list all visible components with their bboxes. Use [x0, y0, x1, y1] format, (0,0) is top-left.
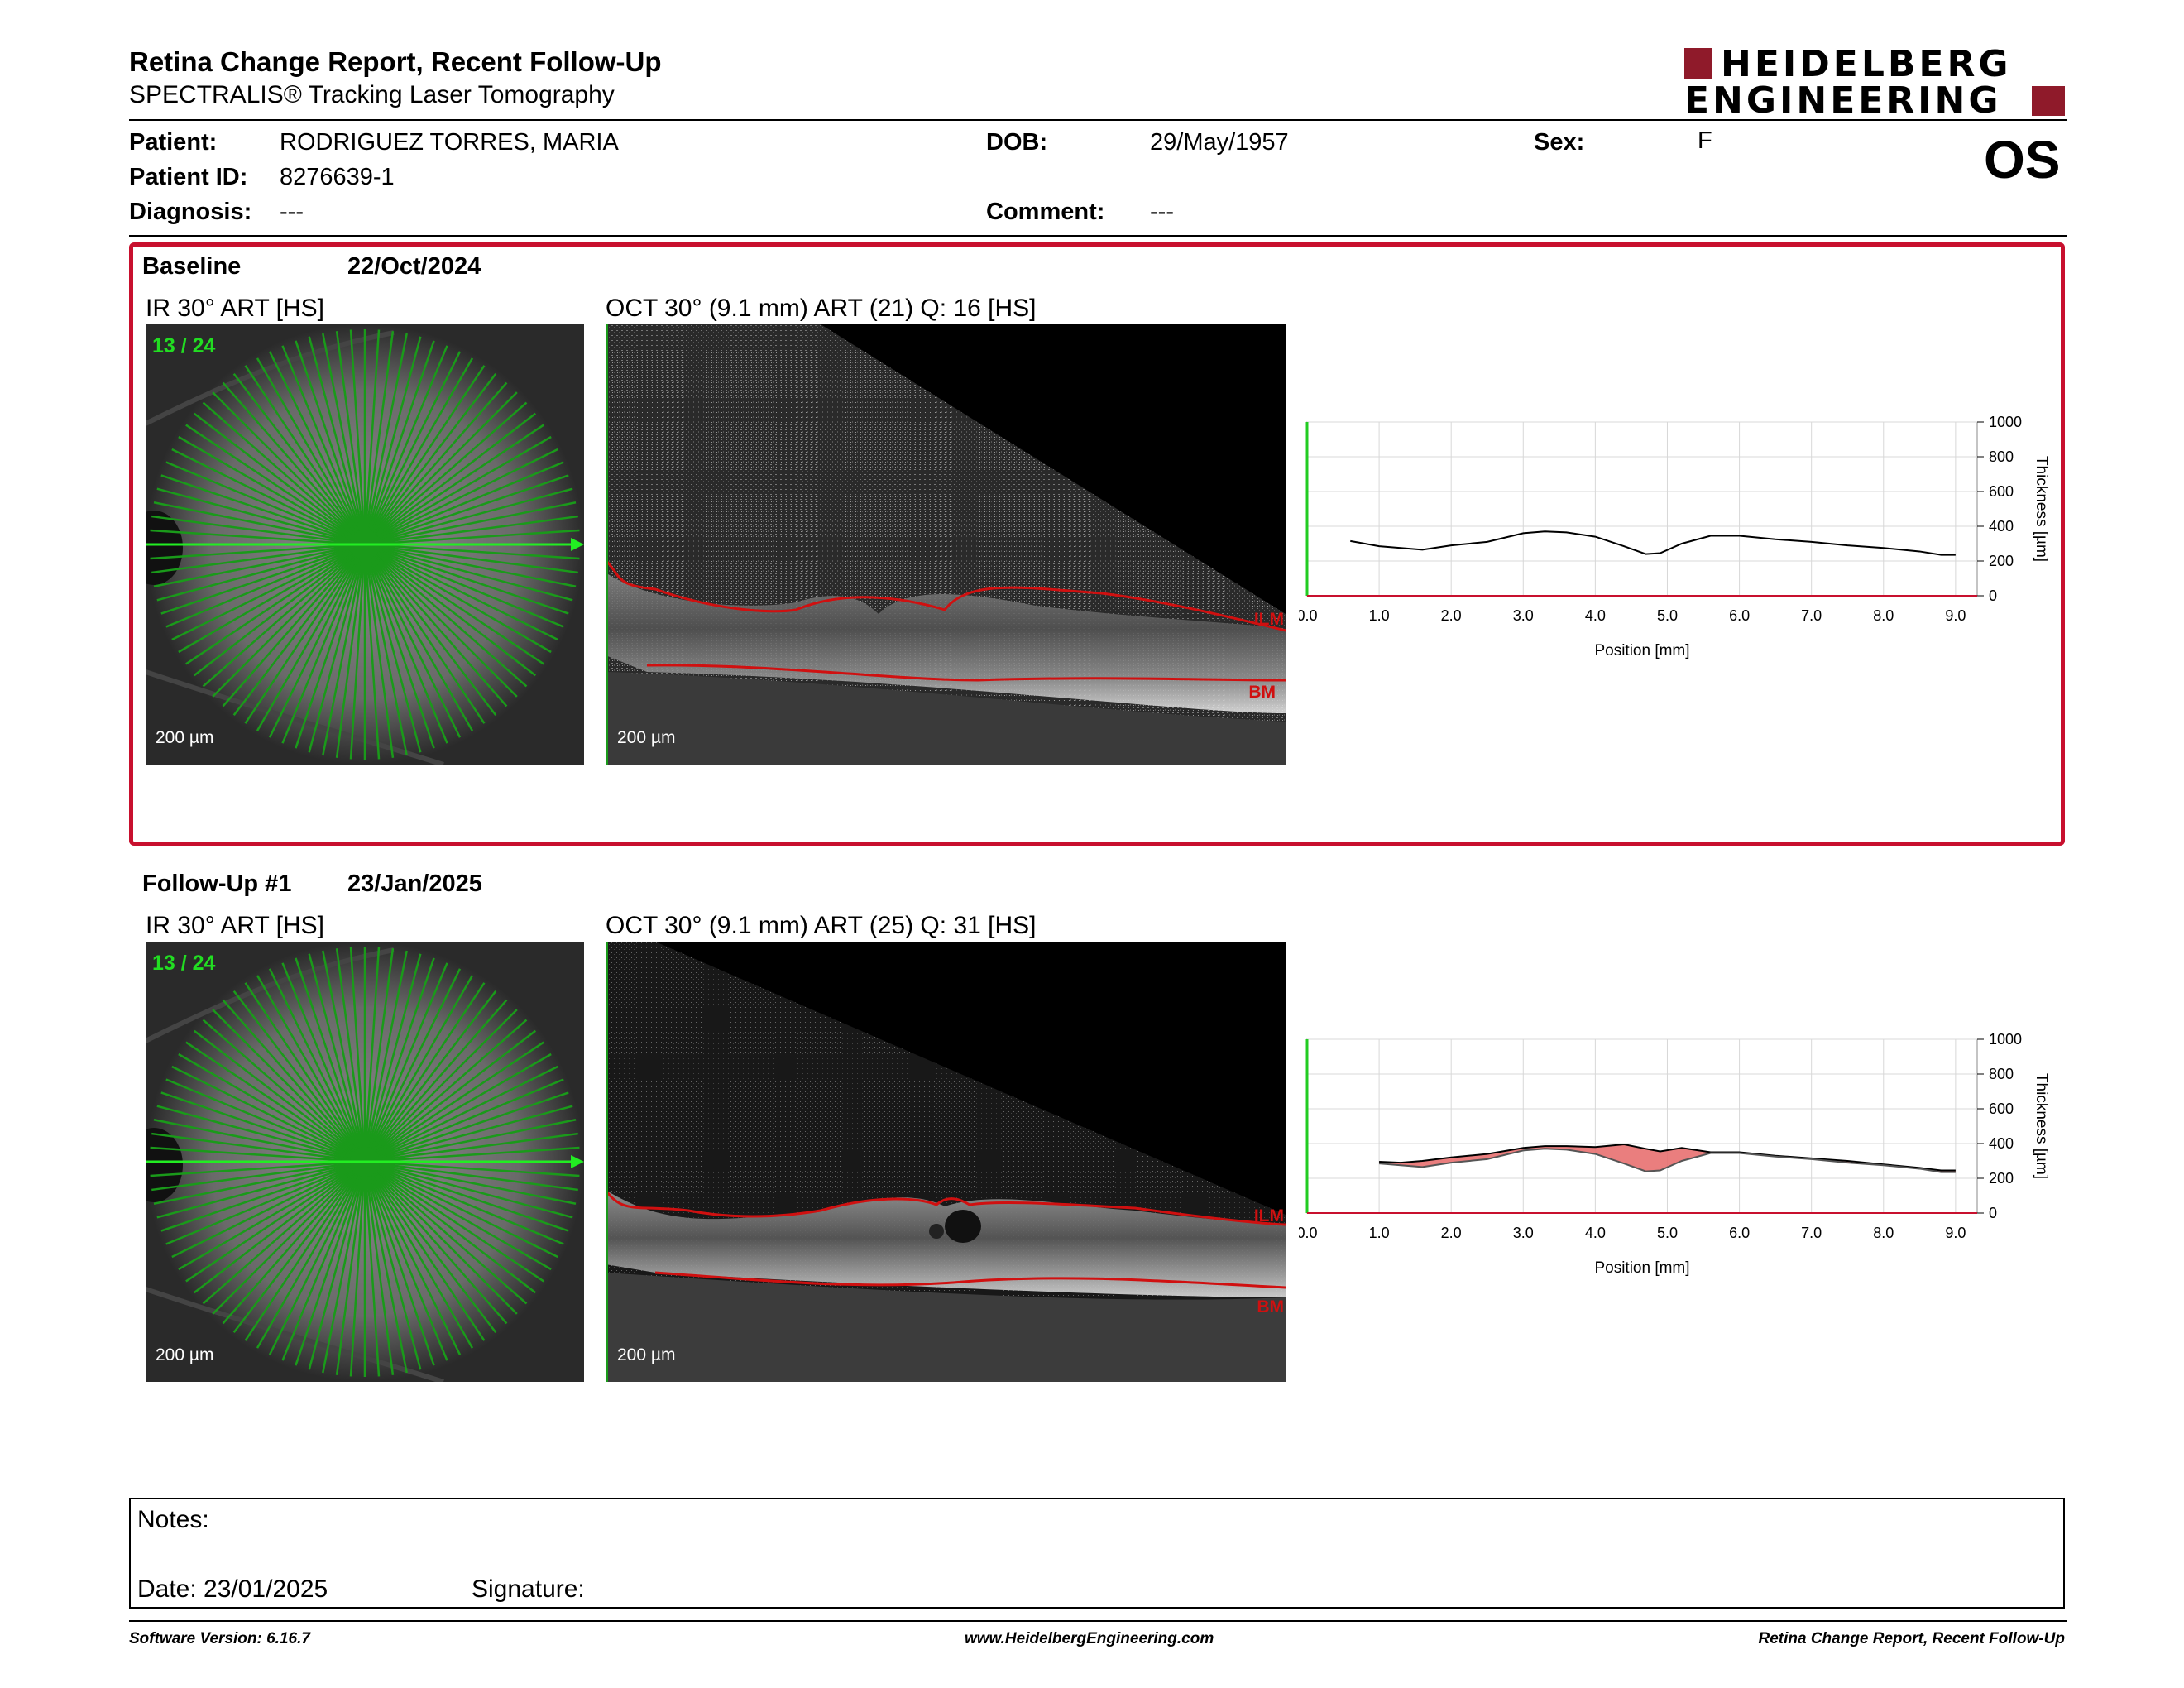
followup-ir-fundus-image: 13 / 24 200 µm — [146, 942, 584, 1382]
vessel — [146, 669, 444, 765]
thickness-line — [1379, 1148, 1956, 1173]
x-tick-label: 3.0 — [1513, 1225, 1534, 1241]
y-tick-label: 800 — [1989, 1066, 2014, 1082]
followup-ir-scale-bar: 200 µm — [156, 1345, 214, 1364]
x-tick-label: 8.0 — [1873, 607, 1894, 624]
followup-thickness-chart: 0.0 1.0 2.0 3.0 4.0 5.0 6.0 7.0 8.0 9.0 0 200 400 600… — [1296, 1031, 2076, 1300]
y-tick-label: 0 — [1989, 587, 1997, 604]
followup-oct-caption: OCT 30° (9.1 mm) ART (25) Q: 31 [HS] — [606, 912, 1037, 939]
patient-label: Patient: — [129, 129, 218, 156]
date-field: Date: 23/01/2025 — [137, 1575, 328, 1603]
x-tick-label: 3.0 — [1513, 607, 1534, 624]
baseline-oct-caption: OCT 30° (9.1 mm) ART (21) Q: 16 [HS] — [606, 295, 1037, 322]
x-tick-label: 5.0 — [1657, 1225, 1678, 1241]
y-tick-label: 1000 — [1989, 1031, 2022, 1048]
y-tick-label: 600 — [1989, 483, 2014, 500]
comment-value: --- — [1150, 199, 1174, 225]
baseline-date: 22/Oct/2024 — [347, 253, 481, 280]
software-version: Software Version: 6.16.7 — [129, 1630, 310, 1647]
vessel — [146, 1287, 444, 1382]
baseline-label: Baseline — [142, 253, 242, 280]
x-tick-label: 6.0 — [1729, 607, 1750, 624]
x-tick-label: 1.0 — [1369, 607, 1390, 624]
sex-value: F — [1698, 127, 1712, 154]
baseline-ir-caption: IR 30° ART [HS] — [146, 295, 324, 322]
followup-ir-caption: IR 30° ART [HS] — [146, 912, 324, 939]
x-tick-label: 0.0 — [1299, 607, 1318, 624]
y-tick-label: 1000 — [1989, 414, 2022, 430]
thickness-change-area — [1379, 1144, 1956, 1172]
x-tick-label: 4.0 — [1585, 1225, 1606, 1241]
y-tick-label: 800 — [1989, 448, 2014, 465]
x-tick-label: 7.0 — [1801, 1225, 1822, 1241]
followup-oct-bscan-image: ILM BM 200 µm — [606, 942, 1286, 1382]
logo-line2: ENGINEERING — [1684, 79, 2002, 122]
y-tick-label: 600 — [1989, 1101, 2014, 1117]
x-axis-title: Position [mm] — [1594, 642, 1689, 659]
baseline-ir-scale-bar: 200 µm — [156, 728, 214, 747]
baseline-ir-fundus-image: 13 / 24 200 µm — [146, 324, 584, 765]
thickness-line — [1350, 530, 1956, 556]
scan-direction-arrow — [571, 1155, 584, 1168]
comment-label: Comment: — [986, 199, 1105, 225]
optic-disc — [146, 1128, 183, 1202]
baseline-bm-label: BM — [1248, 683, 1276, 702]
baseline-oct-scale-bar: 200 µm — [617, 728, 676, 747]
patient-id: 8276639-1 — [280, 164, 395, 190]
diagnosis-label: Diagnosis: — [129, 199, 252, 225]
x-tick-label: 7.0 — [1801, 607, 1822, 624]
report-title: Retina Change Report, Recent Follow-Up — [129, 46, 662, 77]
notes-label: Notes: — [137, 1506, 209, 1533]
x-tick-label: 2.0 — [1441, 1225, 1462, 1241]
scan-direction-arrow — [571, 538, 584, 551]
baseline-frame — [129, 242, 2065, 846]
patient-name: RODRIGUEZ TORRES, MARIA — [280, 129, 619, 156]
eye-indicator: OS — [1984, 130, 2061, 189]
followup-bm-label: BM — [1257, 1297, 1284, 1316]
report-subtitle: SPECTRALIS® Tracking Laser Tomography — [129, 81, 615, 108]
y-tick-label: 400 — [1989, 1135, 2014, 1152]
diagnosis-value: --- — [280, 199, 304, 225]
optic-disc — [146, 511, 183, 585]
footer-report-name: Retina Change Report, Recent Follow-Up — [1758, 1630, 2065, 1647]
x-tick-label: 5.0 — [1657, 607, 1678, 624]
logo-line1: HEIDELBERG — [1721, 43, 2012, 85]
x-tick-label: 2.0 — [1441, 607, 1462, 624]
y-tick-label: 0 — [1989, 1205, 1997, 1221]
followup-scan-counter: 13 / 24 — [152, 952, 216, 975]
x-tick-label: 6.0 — [1729, 1225, 1750, 1241]
signature-field: Signature: — [472, 1575, 585, 1603]
x-axis-title: Position [mm] — [1594, 1259, 1689, 1277]
x-tick-label: 1.0 — [1369, 1225, 1390, 1241]
x-tick-label: 0.0 — [1299, 1225, 1318, 1241]
baseline-scan-counter: 13 / 24 — [152, 334, 216, 357]
followup-label: Follow-Up #1 — [142, 870, 292, 897]
website-link[interactable]: www.HeidelbergEngineering.com — [965, 1630, 1214, 1647]
followup-oct-scale-bar: 200 µm — [617, 1345, 676, 1364]
y-axis-title: Thickness [µm] — [2033, 1073, 2050, 1179]
plot-area — [1306, 1038, 1978, 1214]
x-tick-label: 4.0 — [1585, 607, 1606, 624]
baseline-ilm-label: ILM — [1253, 610, 1284, 629]
thickness-line — [1379, 1144, 1956, 1172]
plot-area — [1306, 421, 1978, 597]
x-tick-label: 8.0 — [1873, 1225, 1894, 1241]
dob-value: 29/May/1957 — [1150, 129, 1289, 156]
y-tick-label: 200 — [1989, 553, 2014, 569]
followup-ilm-label: ILM — [1253, 1206, 1284, 1225]
dob-label: DOB: — [986, 129, 1048, 156]
notes-box[interactable]: Notes: Date: 23/01/2025 Signature: — [129, 1498, 2065, 1609]
baseline-thickness-chart: 0.0 1.0 2.0 3.0 4.0 5.0 6.0 7.0 8.0 9.0 0 200 400 600… — [1296, 414, 2076, 683]
y-axis-title: Thickness [µm] — [2033, 456, 2050, 562]
x-tick-label: 9.0 — [1945, 1225, 1966, 1241]
patient-id-label: Patient ID: — [129, 164, 248, 190]
baseline-oct-bscan-image: ILM BM 200 µm — [606, 324, 1286, 765]
y-tick-label: 200 — [1989, 1170, 2014, 1187]
followup-date: 23/Jan/2025 — [347, 870, 482, 897]
y-tick-label: 400 — [1989, 518, 2014, 535]
x-tick-label: 9.0 — [1945, 607, 1966, 624]
sex-label: Sex: — [1534, 129, 1585, 156]
